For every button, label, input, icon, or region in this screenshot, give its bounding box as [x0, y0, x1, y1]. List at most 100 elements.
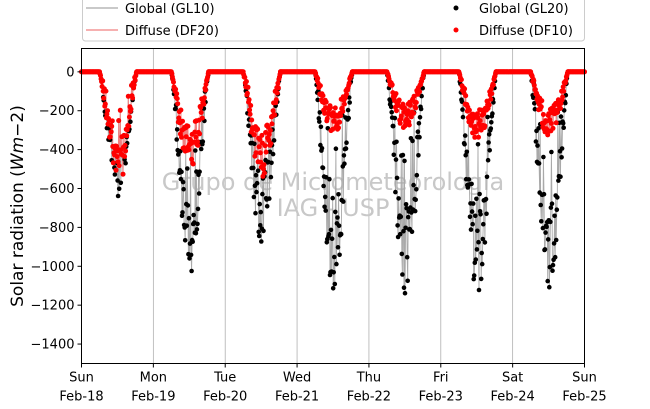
point-gl20 [482, 240, 488, 245]
point-gl20 [475, 142, 481, 147]
y-tick-label: −1000 [31, 260, 75, 275]
point-gl20 [397, 231, 403, 237]
point-gl20 [200, 139, 206, 144]
point-df10 [474, 111, 480, 117]
point-gl20 [550, 268, 555, 274]
point-gl20 [545, 278, 550, 284]
point-gl20 [394, 139, 399, 145]
point-df10 [255, 126, 261, 132]
point-df10 [398, 113, 404, 119]
point-gl20 [462, 133, 468, 138]
point-gl20 [478, 212, 483, 217]
point-gl20 [470, 221, 475, 227]
point-df10 [248, 103, 254, 108]
point-gl20 [320, 165, 326, 171]
point-df10 [261, 162, 267, 168]
point-df10 [275, 85, 281, 91]
point-gl20 [469, 209, 475, 214]
point-gl20 [394, 175, 400, 181]
point-df10 [407, 102, 413, 108]
point-df10 [270, 108, 276, 114]
point-gl20 [417, 134, 422, 140]
x-tick-day: Wed [283, 371, 311, 386]
point-df10 [273, 97, 279, 103]
point-gl20 [541, 191, 547, 197]
point-df10 [389, 82, 395, 88]
x-tick-day: Fri [433, 371, 449, 386]
grid-lines [152, 48, 514, 364]
legend-label-df20: Diffuse (DF20) [125, 24, 219, 39]
legend-swatch-df10 [453, 27, 459, 33]
point-gl20 [347, 100, 353, 105]
point-gl20 [462, 142, 467, 147]
point-df10 [117, 107, 123, 113]
point-df10 [178, 107, 184, 113]
point-gl20 [414, 172, 420, 178]
point-gl20 [553, 237, 559, 243]
point-gl20 [194, 227, 200, 232]
y-axis-label-text: Solar radiation ( [8, 170, 28, 307]
point-df10 [198, 105, 204, 111]
y-axis-label: Solar radiation (Wm−2) [8, 105, 28, 307]
x-tick-day: Sun [572, 371, 597, 386]
point-gl20 [337, 252, 342, 258]
point-gl20 [174, 137, 179, 142]
point-gl20 [115, 178, 120, 183]
point-gl20 [118, 180, 124, 186]
point-gl20 [184, 223, 190, 228]
y-tick-label: −800 [39, 221, 75, 236]
point-gl20 [417, 115, 423, 120]
y-axis: 0 −200 −400 −600 −800 −1000 −1200 −1400 [31, 65, 82, 353]
point-gl20 [558, 174, 563, 179]
point-df10 [331, 118, 337, 124]
point-gl20 [253, 210, 258, 216]
point-gl20 [330, 286, 336, 291]
point-gl20 [548, 205, 554, 210]
point-df10 [413, 105, 419, 111]
point-df10 [113, 167, 119, 173]
point-gl20 [258, 209, 264, 215]
point-gl20 [404, 254, 410, 260]
point-gl20 [388, 99, 393, 105]
point-df10 [120, 171, 126, 177]
point-df10 [406, 122, 412, 128]
point-gl20 [411, 182, 416, 188]
point-df10 [249, 117, 255, 123]
point-df10 [338, 113, 344, 119]
point-gl20 [474, 247, 480, 252]
point-df10 [195, 142, 201, 148]
point-gl20 [187, 256, 192, 261]
point-df10 [175, 101, 181, 107]
y-tick-label: −400 [39, 143, 75, 158]
point-gl20 [487, 148, 493, 153]
point-df10 [462, 86, 468, 92]
point-gl20 [544, 224, 549, 230]
point-df10 [488, 96, 494, 102]
point-gl20 [179, 169, 184, 175]
point-gl20 [405, 278, 411, 284]
point-gl20 [188, 252, 194, 258]
point-gl20 [346, 115, 352, 121]
legend-label-gl10: Global (GL10) [125, 2, 215, 17]
point-gl20 [479, 261, 485, 267]
x-tick-date: Feb-19 [131, 390, 175, 405]
point-df10 [275, 80, 281, 86]
point-gl20 [466, 177, 472, 182]
point-df10 [130, 95, 136, 101]
point-df10 [132, 77, 138, 83]
point-df10 [189, 156, 195, 162]
point-gl20 [195, 206, 201, 212]
point-df10 [417, 89, 422, 95]
point-gl20 [269, 160, 274, 166]
y-tick-label: −1200 [31, 299, 75, 314]
point-df10 [100, 78, 106, 84]
point-gl20 [475, 228, 480, 234]
point-gl20 [467, 214, 473, 220]
point-gl20 [485, 157, 491, 163]
point-gl20 [403, 225, 408, 231]
point-gl20 [388, 104, 394, 110]
point-gl20 [477, 191, 482, 197]
point-gl20 [335, 245, 341, 250]
point-gl20 [468, 227, 474, 232]
point-df10 [531, 82, 537, 88]
